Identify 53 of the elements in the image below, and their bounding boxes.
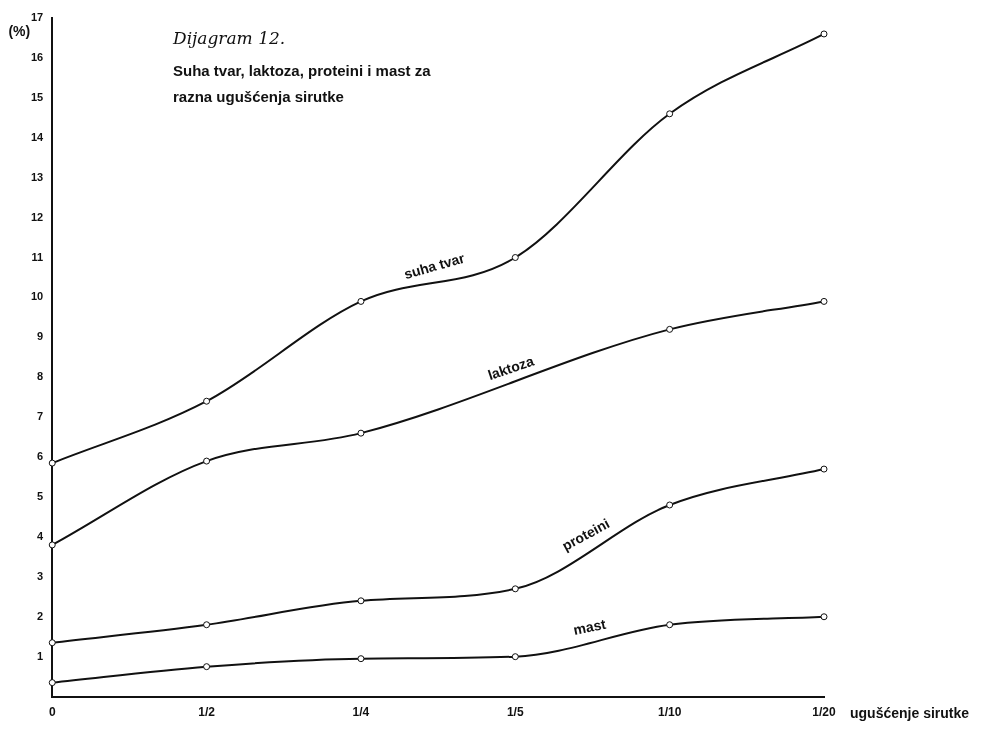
y-tick-label: 7 <box>37 410 44 423</box>
y-tick-label: 12 <box>30 210 44 223</box>
y-tick-label: 6 <box>37 450 44 463</box>
y-tick-label: 8 <box>37 370 44 383</box>
y-tick-label: 9 <box>37 330 44 343</box>
y-tick-label: 16 <box>30 50 44 63</box>
point <box>203 397 211 405</box>
point <box>48 541 56 549</box>
y-tick-label: 13 <box>30 170 44 183</box>
text: mast <box>571 615 608 639</box>
point <box>203 621 211 629</box>
point <box>820 297 828 305</box>
x-axis-title: ugušćenje sirutke <box>850 705 970 722</box>
y-tick-label: 2 <box>37 609 44 622</box>
text: laktoza <box>485 352 537 383</box>
y-axis-title: (%) <box>8 22 31 39</box>
point <box>357 655 365 663</box>
x-tick-label: 1/20 <box>812 705 836 720</box>
y-tick-label: 14 <box>30 130 45 143</box>
point <box>203 457 211 465</box>
point <box>511 585 519 593</box>
point <box>48 639 56 647</box>
x-tick-label: 1/10 <box>657 705 682 720</box>
point <box>48 679 56 687</box>
x-tick-label: 0 <box>48 705 56 720</box>
point <box>511 254 519 262</box>
point <box>666 621 674 629</box>
point <box>666 110 674 118</box>
point <box>357 597 365 605</box>
point <box>820 30 828 38</box>
x-tick-label: 1/4 <box>352 705 370 720</box>
y-tick-label: 11 <box>31 250 44 263</box>
point <box>357 297 365 305</box>
point <box>820 613 828 621</box>
y-tick-label: 5 <box>37 490 44 503</box>
y-tick-label: 17 <box>30 11 44 24</box>
point <box>357 429 365 437</box>
text: Suha tvar, laktoza, proteini i mast za razna ugušćenja sirutke <box>173 61 432 107</box>
point <box>48 459 56 467</box>
y-tick-label: 15 <box>30 90 44 103</box>
point <box>820 465 828 473</box>
y-tick-label: 4 <box>37 529 45 542</box>
x-tick-label: 1/2 <box>198 705 216 720</box>
text: suha tvar <box>402 249 467 283</box>
y-tick-label: 10 <box>30 290 44 303</box>
point <box>666 501 674 509</box>
x-tick-label: 1/5 <box>506 705 524 720</box>
point <box>511 653 519 661</box>
point <box>203 663 211 671</box>
y-tick-label: 3 <box>37 569 44 582</box>
point <box>666 325 674 333</box>
text: Dijagram 12. <box>173 28 287 48</box>
y-tick-label: 1 <box>37 649 44 662</box>
